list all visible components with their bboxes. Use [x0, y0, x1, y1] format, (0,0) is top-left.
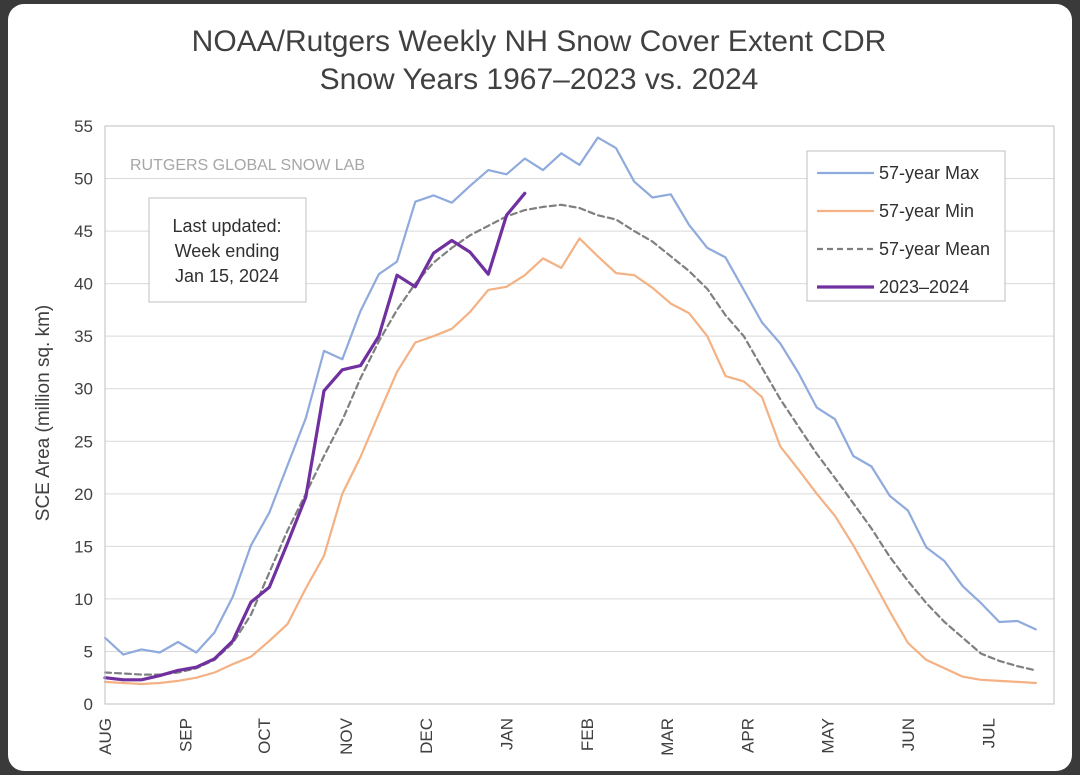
note-line-2: Week ending: [175, 241, 280, 261]
legend-label-3: 57-year Mean: [879, 239, 990, 259]
legend: 57-year Max 57-year Min 57-year Mean 2023–2…: [806, 150, 1006, 302]
x-tick-feb: FEB: [578, 718, 597, 751]
series-line-57-year-max: [103, 136, 1037, 656]
y-tick-5: 5: [84, 642, 93, 661]
x-tick-mar: MAR: [658, 718, 677, 756]
legend-items: 57-year Max 57-year Min 57-year Mean 2023–2…: [817, 163, 990, 297]
x-tick-sep: SEP: [176, 718, 195, 752]
note-line-1: Last updated:: [172, 216, 281, 236]
y-tick-20: 20: [74, 485, 93, 504]
chart-title: NOAA/Rutgers Weekly NH Snow Cover Extent…: [192, 25, 887, 58]
x-tick-apr: APR: [738, 718, 757, 753]
chart-card: NOAA/Rutgers Weekly NH Snow Cover Extent…: [8, 4, 1072, 771]
x-tick-jan: JAN: [498, 718, 517, 750]
x-tick-oct: OCT: [255, 718, 274, 754]
y-tick-10: 10: [74, 590, 93, 609]
legend-label-4: 2023–2024: [879, 277, 969, 297]
x-tick-aug: AUG: [96, 718, 115, 755]
x-tick-jun: JUN: [899, 718, 918, 751]
x-tick-nov: NOV: [337, 717, 356, 755]
y-tick-0: 0: [84, 695, 93, 714]
x-tick-labels: AUG SEP OCT NOV DEC JAN FEB MAR APR MAY JUN JUL: [96, 717, 998, 755]
x-tick-dec: DEC: [417, 718, 436, 754]
snow-cover-chart: NOAA/Rutgers Weekly NH Snow Cover Extent…: [33, 25, 1055, 756]
last-updated-note: Last updated: Week ending Jan 15, 2024: [148, 197, 307, 303]
note-box: [148, 197, 307, 303]
x-tick-may: MAY: [819, 718, 838, 754]
series-lines: [103, 136, 1037, 686]
y-tick-45: 45: [74, 222, 93, 241]
y-tick-15: 15: [74, 537, 93, 556]
chart-subtitle: Snow Years 1967–2023 vs. 2024: [320, 63, 759, 96]
series-line-57-year-min: [103, 237, 1037, 686]
plot-area-border: [104, 125, 1055, 705]
y-tick-labels: 0 5 10 15 20 25 30 35 40 45 50 55: [74, 117, 93, 714]
legend-box: [806, 150, 1006, 302]
x-tick-jul: JUL: [979, 718, 998, 748]
series-line-2023-2024: [103, 191, 527, 682]
y-axis-label: SCE Area (million sq. km): [33, 305, 54, 521]
y-tick-30: 30: [74, 380, 93, 399]
legend-label-1: 57-year Max: [879, 163, 979, 183]
watermark: RUTGERS GLOBAL SNOW LAB: [130, 157, 365, 174]
y-tick-25: 25: [74, 432, 93, 451]
legend-label-2: 57-year Min: [879, 201, 974, 221]
y-tick-55: 55: [74, 117, 93, 136]
y-tick-40: 40: [74, 275, 93, 294]
y-tick-50: 50: [74, 170, 93, 189]
note-line-3: Jan 15, 2024: [175, 266, 279, 286]
y-tick-35: 35: [74, 327, 93, 346]
